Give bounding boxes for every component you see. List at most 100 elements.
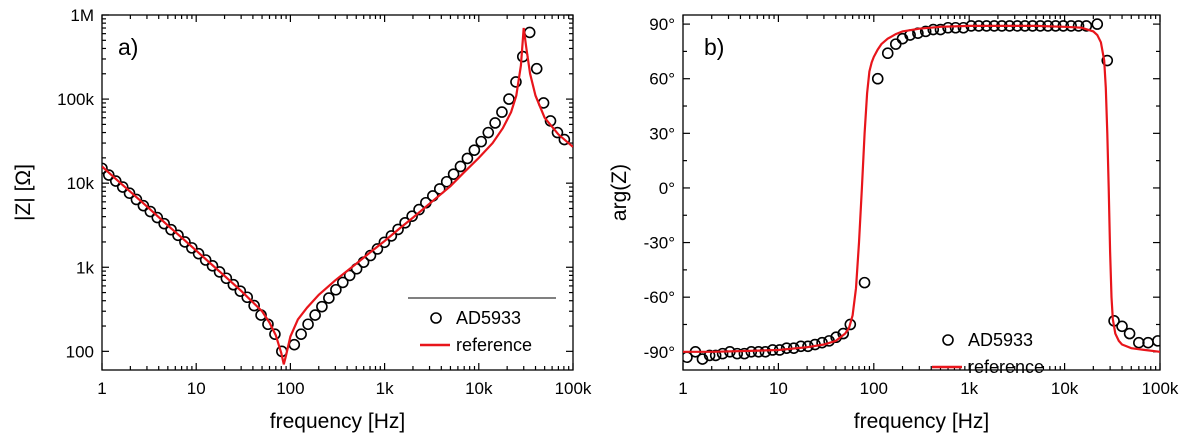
data-point	[927, 23, 940, 36]
data-point	[1116, 320, 1128, 333]
data-point	[1072, 20, 1085, 32]
y-tick-label: 1M	[70, 6, 94, 25]
data-point	[523, 26, 536, 39]
y-tick-label: 100k	[57, 90, 94, 109]
data-point	[440, 175, 453, 188]
y-tick-label: 1k	[76, 258, 94, 277]
series-reference	[683, 24, 1160, 353]
data-point	[957, 21, 970, 34]
data-point	[123, 187, 136, 199]
data-point	[378, 236, 391, 249]
plot-frame	[101, 14, 574, 371]
data-point	[343, 269, 356, 282]
data-point	[503, 93, 515, 105]
y-axis-label: arg(Z)	[608, 164, 631, 221]
x-axis-label: frequency [Hz]	[854, 410, 989, 433]
data-point	[496, 106, 508, 118]
data-point	[269, 328, 281, 340]
data-point	[130, 193, 143, 206]
data-point	[551, 126, 564, 139]
data-point	[1152, 335, 1160, 347]
x-tick-label: 10	[769, 379, 788, 398]
data-point	[323, 292, 335, 304]
data-point	[468, 144, 481, 156]
data-point	[213, 266, 226, 278]
data-point	[165, 223, 177, 236]
data-point	[1101, 54, 1114, 67]
data-point	[482, 126, 495, 139]
y-tick-label: 100	[66, 342, 94, 361]
data-point	[858, 276, 871, 289]
data-point	[102, 162, 108, 175]
data-point	[137, 199, 150, 212]
data-point	[949, 21, 962, 34]
legend-label-reference: reference	[456, 335, 532, 355]
series-ad5933	[683, 18, 1160, 365]
data-point	[837, 327, 850, 340]
panel-label: a)	[118, 34, 138, 60]
y-tick-label: -90°	[644, 343, 675, 362]
x-tick-label: 1	[97, 379, 106, 398]
data-point	[158, 217, 170, 230]
data-point	[447, 168, 460, 180]
data-point	[248, 299, 260, 312]
legend-label-ad5933: AD5933	[968, 330, 1033, 350]
data-point	[144, 205, 157, 218]
data-point	[709, 349, 722, 362]
x-tick-label: 100	[860, 379, 888, 398]
y-tick-label: 0°	[659, 179, 675, 198]
data-point	[330, 283, 342, 296]
data-point	[530, 62, 543, 75]
data-point	[227, 278, 240, 291]
data-point	[337, 276, 349, 289]
y-tick-label: -60°	[644, 288, 675, 307]
y-tick-label: 90°	[649, 15, 675, 34]
data-point	[392, 223, 404, 236]
data-point	[1080, 20, 1093, 32]
y-tick-label: 60°	[649, 70, 675, 89]
data-point	[871, 72, 884, 85]
data-point	[889, 38, 902, 50]
data-point	[934, 23, 947, 36]
data-point	[234, 285, 247, 297]
series-ad5933	[102, 26, 571, 358]
data-point	[475, 135, 487, 148]
series-reference	[102, 27, 573, 365]
panel-b: 1 10 100 1k 10k 100k -90° -60° -30° 0° 30° 60° 90° fr…	[608, 14, 1179, 433]
data-point	[461, 152, 474, 165]
data-point	[186, 242, 198, 254]
data-point	[102, 169, 115, 181]
data-point	[454, 160, 467, 173]
panel-a: 1 10 100 1k 10k 100k 100 1k 10k 100k 1M frequency […	[12, 6, 592, 433]
data-point	[309, 309, 321, 321]
data-point	[220, 272, 233, 285]
data-point	[179, 236, 191, 248]
reference-line	[683, 24, 1160, 353]
data-point	[731, 347, 744, 360]
data-point	[371, 243, 384, 255]
data-point	[1123, 327, 1136, 340]
data-point	[759, 345, 772, 358]
data-point	[738, 347, 751, 360]
reference-line	[102, 27, 573, 365]
data-point	[116, 181, 129, 193]
x-tick-label: 1k	[376, 379, 394, 398]
x-tick-label: 10	[187, 379, 206, 398]
y-tick-label: -30°	[644, 234, 675, 253]
data-point	[1091, 18, 1104, 30]
data-point	[406, 210, 418, 222]
data-point	[716, 347, 729, 360]
y-tick-label: 30°	[649, 124, 675, 143]
data-point	[510, 76, 522, 88]
data-point	[703, 349, 716, 362]
plot-frame	[682, 14, 1161, 371]
data-point	[489, 117, 501, 129]
legend: AD5933 reference	[408, 297, 556, 355]
data-point	[109, 175, 122, 187]
data-point	[151, 211, 164, 224]
x-tick-label: 10k	[1051, 379, 1079, 398]
data-point	[558, 133, 571, 146]
legend-label-ad5933: AD5933	[456, 308, 521, 328]
